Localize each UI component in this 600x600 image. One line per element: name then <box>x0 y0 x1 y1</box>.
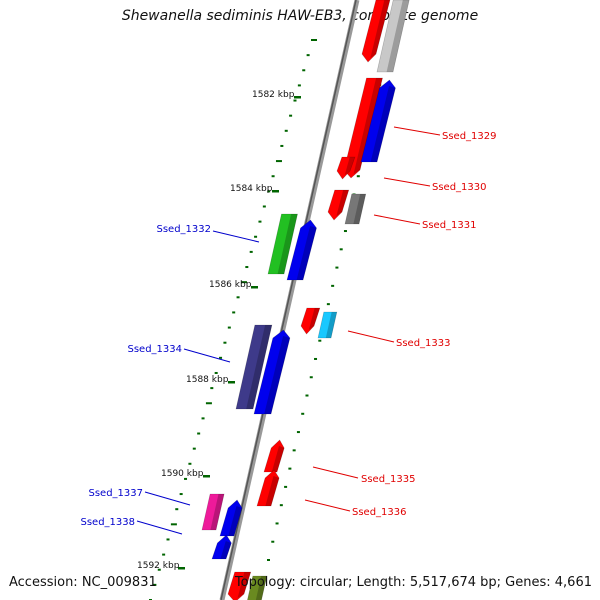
tick-mark <box>298 84 301 86</box>
tick-mark <box>210 387 213 389</box>
gene-leader-line <box>305 500 350 511</box>
tick-mark <box>188 463 191 465</box>
gene-leader-line <box>384 178 430 186</box>
tick-mark <box>335 267 338 269</box>
tick-mark <box>293 449 296 451</box>
gene-leader-line <box>137 521 182 534</box>
tick-mark <box>228 327 231 329</box>
gene-leader-line <box>348 331 394 342</box>
tick-label: 1586 kbp <box>209 280 252 290</box>
tick-mark <box>272 175 275 177</box>
gene-label: Ssed_1334 <box>127 344 182 355</box>
tick-mark <box>305 395 308 397</box>
tick-label: 1588 kbp <box>186 375 229 385</box>
gene-leader-line <box>394 127 440 135</box>
tick-mark <box>271 541 274 543</box>
tick-mark <box>331 285 334 287</box>
tick-mark <box>311 39 317 41</box>
tick-mark <box>202 417 205 419</box>
tick-mark <box>167 538 170 540</box>
tick-mark <box>289 115 292 117</box>
accession-text: Accession: NC_009831 <box>9 575 157 590</box>
gene-leader-line <box>374 215 420 224</box>
tick-mark <box>285 130 288 132</box>
tick-mark <box>245 266 248 268</box>
major-tick <box>228 381 235 384</box>
tick-mark <box>276 160 282 162</box>
major-tick <box>294 96 301 99</box>
tick-mark <box>263 205 266 207</box>
tick-mark <box>254 236 257 238</box>
tick-mark <box>357 175 360 177</box>
gene-label: Ssed_1335 <box>361 474 416 485</box>
tick-mark <box>171 523 177 525</box>
tick-mark <box>250 251 253 253</box>
tick-mark <box>327 303 330 305</box>
gene-label: Ssed_1337 <box>88 488 143 499</box>
tick-mark <box>162 554 165 556</box>
tick-mark <box>215 372 218 374</box>
tick-label: 1582 kbp <box>252 90 295 100</box>
gene-leader-line <box>145 492 190 505</box>
tick-mark <box>276 522 279 524</box>
tick-mark <box>175 508 178 510</box>
gene-label: Ssed_1331 <box>422 220 477 231</box>
tick-mark <box>301 413 304 415</box>
tick-mark <box>344 230 347 232</box>
major-tick <box>272 190 279 193</box>
tick-mark <box>288 468 291 470</box>
gene-leader-line <box>213 231 259 242</box>
major-tick <box>251 286 258 289</box>
tick-mark <box>267 559 270 561</box>
tick-mark <box>302 69 305 71</box>
tick-label: 1590 kbp <box>161 469 204 479</box>
tick-mark <box>232 311 235 313</box>
tick-mark <box>280 504 283 506</box>
gene-label: Ssed_1332 <box>156 224 211 235</box>
gene-label: Ssed_1333 <box>396 338 451 349</box>
gene-label: Ssed_1330 <box>432 182 487 193</box>
tick-mark <box>180 493 183 495</box>
tick-mark <box>310 376 313 378</box>
gene-leader-line <box>184 349 230 362</box>
tick-mark <box>258 221 261 223</box>
tick-mark <box>206 402 212 404</box>
gene-label: Ssed_1329 <box>442 131 497 142</box>
tick-mark <box>223 342 226 344</box>
gene-label: Ssed_1338 <box>80 517 135 528</box>
gene-leader-line <box>313 467 358 478</box>
tick-mark <box>193 448 196 450</box>
tick-mark <box>237 296 240 298</box>
tick-mark <box>314 358 317 360</box>
gene-label: Ssed_1336 <box>352 507 407 518</box>
topology-text: Topology: circular; Length: 5,517,674 bp… <box>235 575 592 590</box>
tick-mark <box>280 145 283 147</box>
major-tick <box>203 475 210 478</box>
tick-label: 1584 kbp <box>230 184 273 194</box>
tick-mark <box>284 486 287 488</box>
tick-label: 1592 kbp <box>137 561 180 571</box>
tick-mark <box>318 340 321 342</box>
tick-mark <box>307 54 310 56</box>
tick-mark <box>197 433 200 435</box>
tick-mark <box>340 248 343 250</box>
tick-mark <box>297 431 300 433</box>
